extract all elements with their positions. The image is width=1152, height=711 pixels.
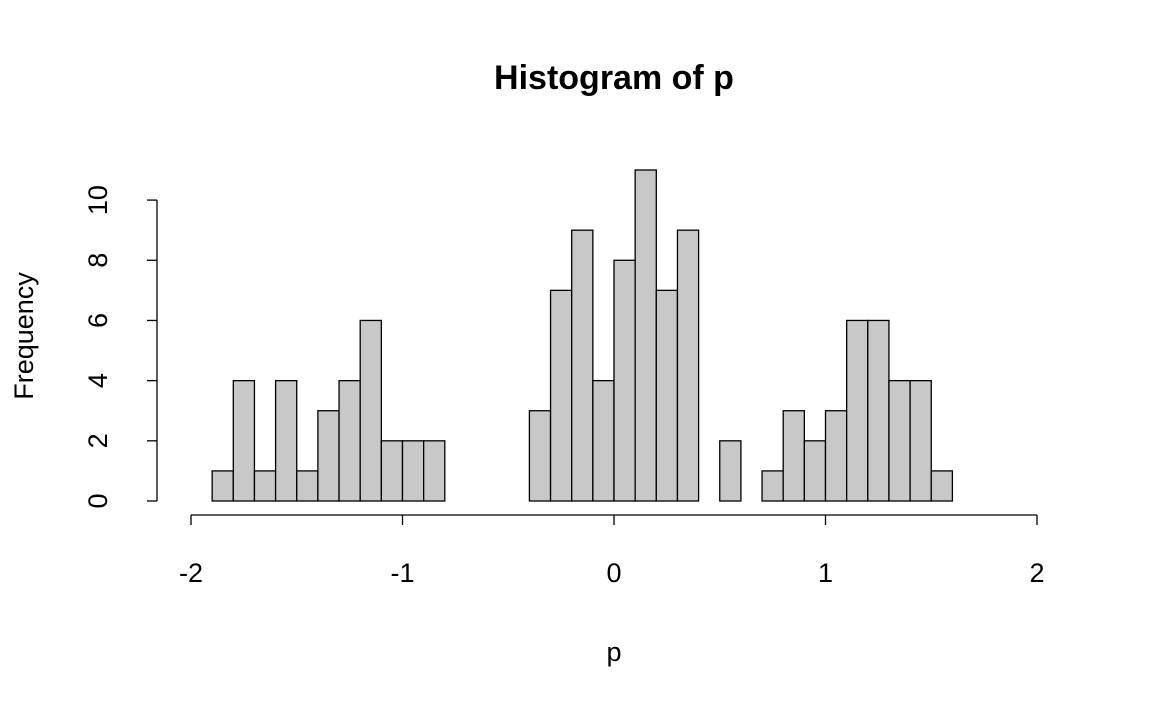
- y-tick-label: 6: [83, 313, 113, 328]
- x-tick-label: 2: [1029, 558, 1044, 588]
- bar: [401, 440, 425, 502]
- bar: [803, 440, 827, 502]
- bar: [359, 319, 383, 502]
- bar: [676, 229, 700, 502]
- x-tick-label: 0: [606, 558, 621, 588]
- bar: [888, 379, 911, 502]
- x-tick-label: 1: [818, 558, 833, 588]
- y-tick-label: 8: [83, 253, 113, 268]
- y-tick-label: 0: [83, 493, 113, 508]
- bar: [613, 259, 636, 502]
- bar: [274, 379, 298, 502]
- bar: [549, 289, 573, 502]
- bar: [422, 440, 446, 502]
- bar: [528, 410, 552, 502]
- bar: [846, 319, 869, 502]
- bar: [761, 470, 784, 502]
- bar: [634, 169, 657, 502]
- bar: [824, 410, 848, 502]
- bar: [719, 440, 742, 502]
- bar: [867, 319, 890, 502]
- bar: [211, 470, 234, 502]
- bar: [296, 470, 319, 502]
- bar: [338, 379, 361, 502]
- bar: [655, 289, 679, 502]
- x-tick-label: -1: [390, 558, 414, 588]
- bar: [232, 379, 256, 502]
- bar: [782, 410, 806, 502]
- bar: [253, 470, 277, 502]
- bar: [592, 379, 615, 502]
- y-tick-label: 2: [83, 433, 113, 448]
- bar: [317, 410, 340, 502]
- chart-title: Histogram of p: [494, 59, 734, 97]
- bar: [571, 229, 594, 502]
- x-tick-label: -2: [179, 558, 203, 588]
- y-axis-label: Frequency: [9, 272, 39, 400]
- y-tick-label: 10: [83, 185, 113, 215]
- bar: [380, 440, 404, 502]
- x-axis-label: p: [606, 637, 621, 667]
- y-tick-label: 4: [83, 373, 113, 388]
- bar: [909, 379, 932, 502]
- bar: [930, 470, 954, 502]
